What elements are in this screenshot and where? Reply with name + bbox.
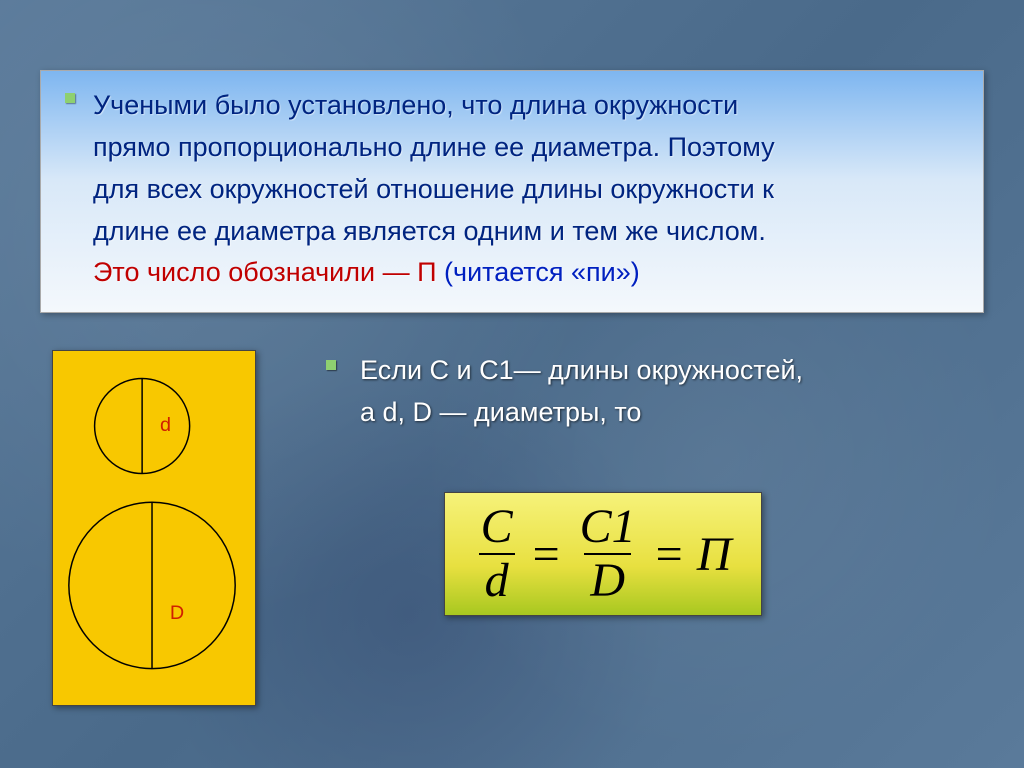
- pi-symbol: П: [697, 527, 732, 582]
- frac1-den: d: [479, 553, 515, 605]
- equals-2: =: [656, 527, 683, 582]
- main-text-box: Учеными было установлено, что длина окру…: [40, 70, 984, 313]
- fraction-1: C d: [475, 503, 519, 605]
- frac1-num: C: [475, 503, 519, 553]
- text-line2: прямо пропорционально длине ее диаметра.…: [93, 132, 775, 162]
- right-text-block: Если С и С1— длины окружностей, а d, D —…: [320, 350, 960, 434]
- bullet-icon: [326, 360, 336, 370]
- right-line1: Если С и С1— длины окружностей,: [360, 355, 803, 385]
- frac2-num: C1: [574, 503, 642, 553]
- right-paragraph: Если С и С1— длины окружностей, а d, D —…: [360, 350, 960, 434]
- text-highlight-red: Это число обозначили — П: [93, 257, 444, 287]
- text-line1: Учеными было установлено, что длина окру…: [93, 90, 738, 120]
- text-highlight-blue: (читается «пи»): [444, 257, 640, 287]
- text-line4: длине ее диаметра является одним и тем ж…: [93, 216, 766, 246]
- formula-box: C d = C1 D = П: [444, 492, 762, 616]
- circles-diagram: d D: [52, 350, 256, 706]
- large-label: D: [170, 602, 184, 624]
- right-line2: а d, D — диаметры, то: [360, 397, 641, 427]
- frac2-den: D: [584, 553, 631, 605]
- formula: C d = C1 D = П: [475, 503, 732, 605]
- bullet-icon: [65, 93, 75, 103]
- small-label: d: [160, 414, 171, 436]
- equals-1: =: [533, 527, 560, 582]
- diagram-svg: d D: [53, 351, 255, 705]
- fraction-2: C1 D: [574, 503, 642, 605]
- main-paragraph: Учеными было установлено, что длина окру…: [93, 85, 961, 294]
- text-line3: для всех окружностей отношение длины окр…: [93, 174, 774, 204]
